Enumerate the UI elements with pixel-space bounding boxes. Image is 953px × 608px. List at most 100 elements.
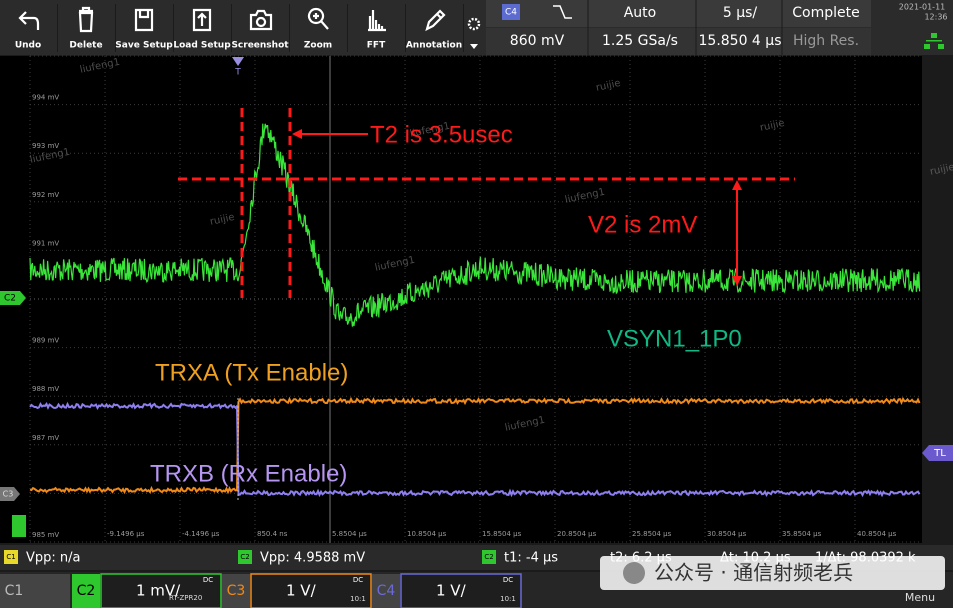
channel-badge — [502, 4, 520, 20]
y-axis-label: 988 mV — [32, 385, 59, 393]
network-icon — [924, 33, 944, 49]
toolbar-icon — [249, 9, 273, 31]
y-axis-label: 985 mV — [32, 531, 59, 539]
channel-ratio: 10:1 — [500, 595, 516, 603]
arrow-head — [732, 180, 742, 190]
measurement[interactable]: t1: -4 µs — [504, 551, 558, 566]
channel-name: C3 — [227, 583, 246, 599]
net-node — [931, 33, 937, 38]
toolbar-icon — [368, 10, 386, 32]
toolbar-button[interactable] — [192, 8, 212, 32]
toolbar-button[interactable] — [78, 6, 94, 33]
channel-coupling: DC — [503, 576, 513, 584]
info-row — [486, 28, 871, 55]
measurement-badge — [482, 550, 496, 564]
sample-rate[interactable]: 1.25 GSa/s — [602, 33, 678, 49]
channel-marker-label: C2 — [4, 294, 16, 304]
overlay-icon — [623, 562, 645, 584]
annotation: TRXA (Tx Enable) — [155, 359, 348, 386]
menu-button[interactable]: Menu — [905, 591, 935, 604]
measurement[interactable]: Vpp: 4.9588 mV — [260, 551, 365, 566]
toolbar-icon — [18, 11, 40, 30]
gear-icon[interactable] — [467, 17, 481, 31]
toolbar-label: Delete — [69, 41, 102, 51]
overlay-text: 公众号 · 通信射频老兵 — [654, 561, 853, 585]
annotation: TRXB (Rx Enable) — [150, 460, 347, 487]
toolbar-label: Zoom — [304, 41, 332, 51]
info-row — [486, 0, 871, 27]
channel-marker — [0, 487, 20, 501]
channel-tab[interactable] — [72, 574, 100, 608]
channel-name: C4 — [377, 583, 396, 599]
channel-coupling: DC — [353, 576, 363, 584]
toolbar-button[interactable] — [307, 7, 329, 30]
channel-box[interactable] — [400, 573, 522, 608]
toolbar-label: Undo — [15, 41, 41, 51]
acquisition-status[interactable]: Complete — [792, 5, 859, 21]
toolbar-icon — [425, 9, 446, 32]
y-axis-label: 993 mV — [32, 142, 59, 150]
net-node — [938, 44, 944, 49]
toolbar-icon — [307, 7, 329, 30]
right-marker-label: TL — [933, 448, 946, 459]
timebase[interactable]: 5 µs/ — [723, 5, 758, 21]
cursor-annotations — [178, 108, 795, 298]
measurement-badge-label: C2 — [484, 553, 493, 561]
acquisition-mode[interactable]: High Res. — [793, 33, 859, 49]
trace-trxa — [29, 396, 921, 495]
traces — [29, 123, 921, 500]
y-axis-label: 991 mV — [32, 239, 59, 247]
channel-scale: 1 mV/ — [136, 582, 181, 600]
channel-marker-label: C3 — [3, 490, 14, 499]
channel-box[interactable] — [250, 573, 372, 608]
channel-name: C1 — [5, 583, 24, 599]
y-axis-label: 989 mV — [32, 337, 59, 345]
channel-ratio: 10:1 — [350, 595, 366, 603]
toolbar-label: FFT — [367, 41, 386, 51]
toolbar-icon — [192, 8, 212, 32]
y-axis-label: 994 mV — [32, 94, 59, 102]
net-link — [926, 40, 942, 42]
gear[interactable] — [467, 17, 481, 49]
x-axis-label: 30.8504 µs — [707, 530, 747, 538]
edge-icon — [553, 5, 572, 19]
y-axis-label: 987 mV — [32, 434, 59, 442]
toolbar-label: Save Setup — [115, 41, 173, 51]
dropdown-arrow — [470, 44, 478, 49]
ref-marker — [12, 515, 26, 537]
overlay-box — [600, 556, 945, 590]
toolbar-button[interactable] — [249, 9, 273, 31]
toolbar-button[interactable] — [425, 9, 446, 32]
annotation: V2 is 2mV — [588, 211, 697, 238]
measurement-badge-label: C1 — [6, 553, 15, 561]
annotation: VSYN1_1P0 — [607, 325, 742, 352]
x-axis-label: 20.8504 µs — [557, 530, 597, 538]
channel-scale: 1 V/ — [286, 582, 317, 600]
trigger-mode[interactable]: Auto — [624, 5, 657, 21]
toolbar-icon — [78, 6, 94, 33]
toolbar-button[interactable] — [368, 10, 386, 32]
horizontal-position[interactable]: 15.850 4 µs — [699, 33, 782, 49]
channel-badge-label: C4 — [505, 8, 517, 18]
channel-tab[interactable] — [372, 574, 400, 608]
toolbar-label: Screenshot — [231, 41, 289, 51]
toolbar-button[interactable] — [18, 11, 40, 30]
channel-tab[interactable] — [222, 574, 250, 608]
measurement[interactable]: Vpp: n/a — [26, 551, 81, 566]
arrow-head — [732, 276, 742, 286]
watermark: ruijie — [929, 162, 953, 178]
channel-box[interactable] — [100, 573, 222, 608]
toolbar-icon — [134, 8, 154, 32]
plot-area — [0, 56, 922, 543]
time: 12:36 — [924, 13, 947, 22]
date: 2021-01-11 — [899, 3, 946, 12]
toolbar-label: Load Setup — [173, 41, 231, 51]
toolbar-button[interactable] — [134, 8, 154, 32]
trace-c2 — [29, 123, 921, 327]
trigger-level[interactable]: 860 mV — [510, 33, 565, 49]
channel-tab[interactable] — [0, 574, 70, 608]
x-axis-label: 5.8504 µs — [332, 530, 367, 538]
annotation: T2 is 3.5usec — [370, 121, 513, 148]
